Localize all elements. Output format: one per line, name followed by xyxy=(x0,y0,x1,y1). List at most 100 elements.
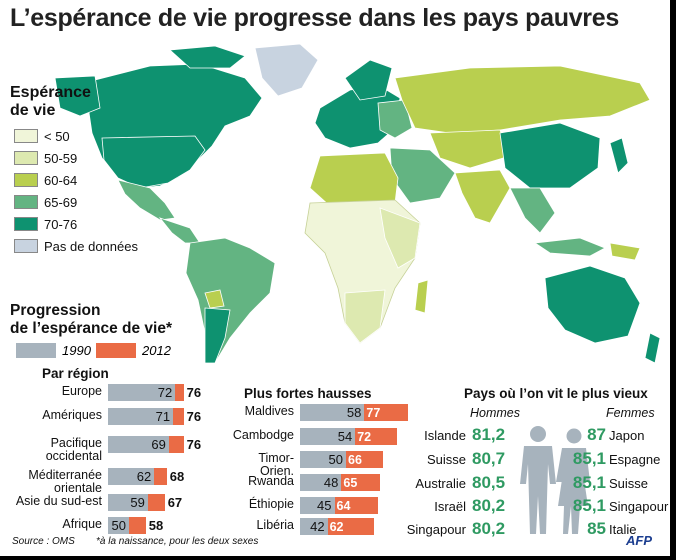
year-1990-key: 1990 xyxy=(16,343,91,358)
year-1990-swatch xyxy=(16,343,56,358)
bar-2012 xyxy=(175,384,184,401)
legend-swatch xyxy=(14,239,38,253)
source-text: Source : OMS xyxy=(12,536,75,547)
country-label: Rwanda xyxy=(248,474,294,488)
legend-label: 70-76 xyxy=(44,216,78,232)
year-2012-swatch xyxy=(96,343,136,358)
world-map xyxy=(0,38,670,368)
women-country: Suisse xyxy=(609,476,649,491)
value-2012: 65 xyxy=(343,476,358,490)
legend-item: Pas de données xyxy=(14,238,138,254)
legend-title: Espérance de vie xyxy=(10,84,91,120)
bar-1990 xyxy=(108,408,174,425)
year-2012-key: 2012 xyxy=(96,343,171,358)
value-1990: 42 xyxy=(310,519,325,534)
value-1990: 58 xyxy=(346,405,362,420)
value-2012: 76 xyxy=(186,409,202,424)
bar-1990 xyxy=(108,494,148,511)
legend-swatch xyxy=(14,151,38,165)
women-value: 85,1 xyxy=(572,449,606,468)
united-states xyxy=(101,135,206,189)
bar-2012 xyxy=(173,408,184,425)
value-1990: 54 xyxy=(337,429,353,444)
country-label: Maldives xyxy=(244,404,294,418)
women-value: 85,1 xyxy=(572,496,606,515)
central-asia xyxy=(429,129,511,169)
men-country: Australie xyxy=(415,476,466,491)
madagascar xyxy=(414,279,429,314)
women-country: Italie xyxy=(609,522,637,537)
men-value: 80,2 xyxy=(472,519,506,538)
value-1990: 71 xyxy=(155,409,171,424)
bar-1990 xyxy=(300,404,365,421)
bolivia xyxy=(204,289,225,309)
india xyxy=(454,169,511,224)
bar-1990 xyxy=(108,468,155,485)
bar-2012 xyxy=(355,428,397,445)
chile-argentina xyxy=(204,307,231,364)
value-2012: 72 xyxy=(357,430,372,444)
value-1990: 62 xyxy=(136,469,152,484)
women-value: 85,1 xyxy=(572,473,606,492)
value-2012: 76 xyxy=(186,385,202,400)
bar-1990 xyxy=(300,497,335,514)
southern-africa xyxy=(344,289,386,344)
women-header: Femmes xyxy=(606,406,655,420)
legend-title-line2: de vie xyxy=(10,102,56,119)
women-value: 87 xyxy=(587,425,606,444)
value-1990: 48 xyxy=(323,475,339,490)
bar-2012 xyxy=(346,451,383,468)
year-1990-label: 1990 xyxy=(62,343,91,358)
value-1990: 50 xyxy=(328,452,343,467)
value-2012: 76 xyxy=(186,437,202,452)
men-value: 80,2 xyxy=(472,496,506,515)
country-label: Libéria xyxy=(256,518,294,532)
bar-2012 xyxy=(154,468,167,485)
new-zealand xyxy=(644,332,661,364)
legend-item: < 50 xyxy=(14,128,70,144)
bar-2012 xyxy=(129,517,146,534)
bar-2012 xyxy=(327,518,374,535)
bar-2012 xyxy=(364,404,409,421)
china xyxy=(499,122,601,189)
legend-label: 65-69 xyxy=(44,194,78,210)
eastern-europe xyxy=(377,99,413,139)
progression-title-line2: de l’espérance de vie* xyxy=(10,320,172,337)
legend-swatch xyxy=(14,195,38,209)
men-country: Singapour xyxy=(406,522,466,537)
footnote-text: *à la naissance, pour les deux sexes xyxy=(96,536,259,547)
value-1990: 50 xyxy=(111,518,126,533)
value-2012: 66 xyxy=(348,453,362,467)
japan xyxy=(609,137,629,174)
australia xyxy=(544,265,641,344)
legend-label: < 50 xyxy=(44,128,70,144)
value-2012: 67 xyxy=(167,495,183,510)
bar-2012 xyxy=(341,474,381,491)
region-label: Méditerranée orientale xyxy=(28,468,102,495)
bar-2012 xyxy=(334,497,379,514)
bar-2012 xyxy=(147,494,165,511)
bar-1990 xyxy=(300,474,342,491)
value-1990: 45 xyxy=(317,498,332,513)
men-country: Israël xyxy=(434,499,466,514)
women-value: 85 xyxy=(587,519,606,538)
legend-label: Pas de données xyxy=(44,238,138,254)
scandinavia xyxy=(344,59,393,101)
country-label: Éthiopie xyxy=(248,497,294,511)
region-label: Pacifique occidental xyxy=(45,436,102,463)
value-2012: 58 xyxy=(148,518,164,533)
value-2012: 68 xyxy=(169,469,185,484)
region-label: Amériques xyxy=(42,408,102,422)
bar-1990 xyxy=(108,436,169,453)
legend-label: 50-59 xyxy=(44,150,78,166)
greenland xyxy=(254,43,319,97)
region-label: Europe xyxy=(61,384,102,398)
men-value: 81,2 xyxy=(472,425,506,444)
east-africa xyxy=(379,207,421,269)
legend-swatch xyxy=(14,217,38,231)
papua xyxy=(609,242,641,261)
women-country: Espagne xyxy=(609,452,661,467)
bar-1990 xyxy=(300,451,346,468)
men-country: Islande xyxy=(424,428,466,443)
